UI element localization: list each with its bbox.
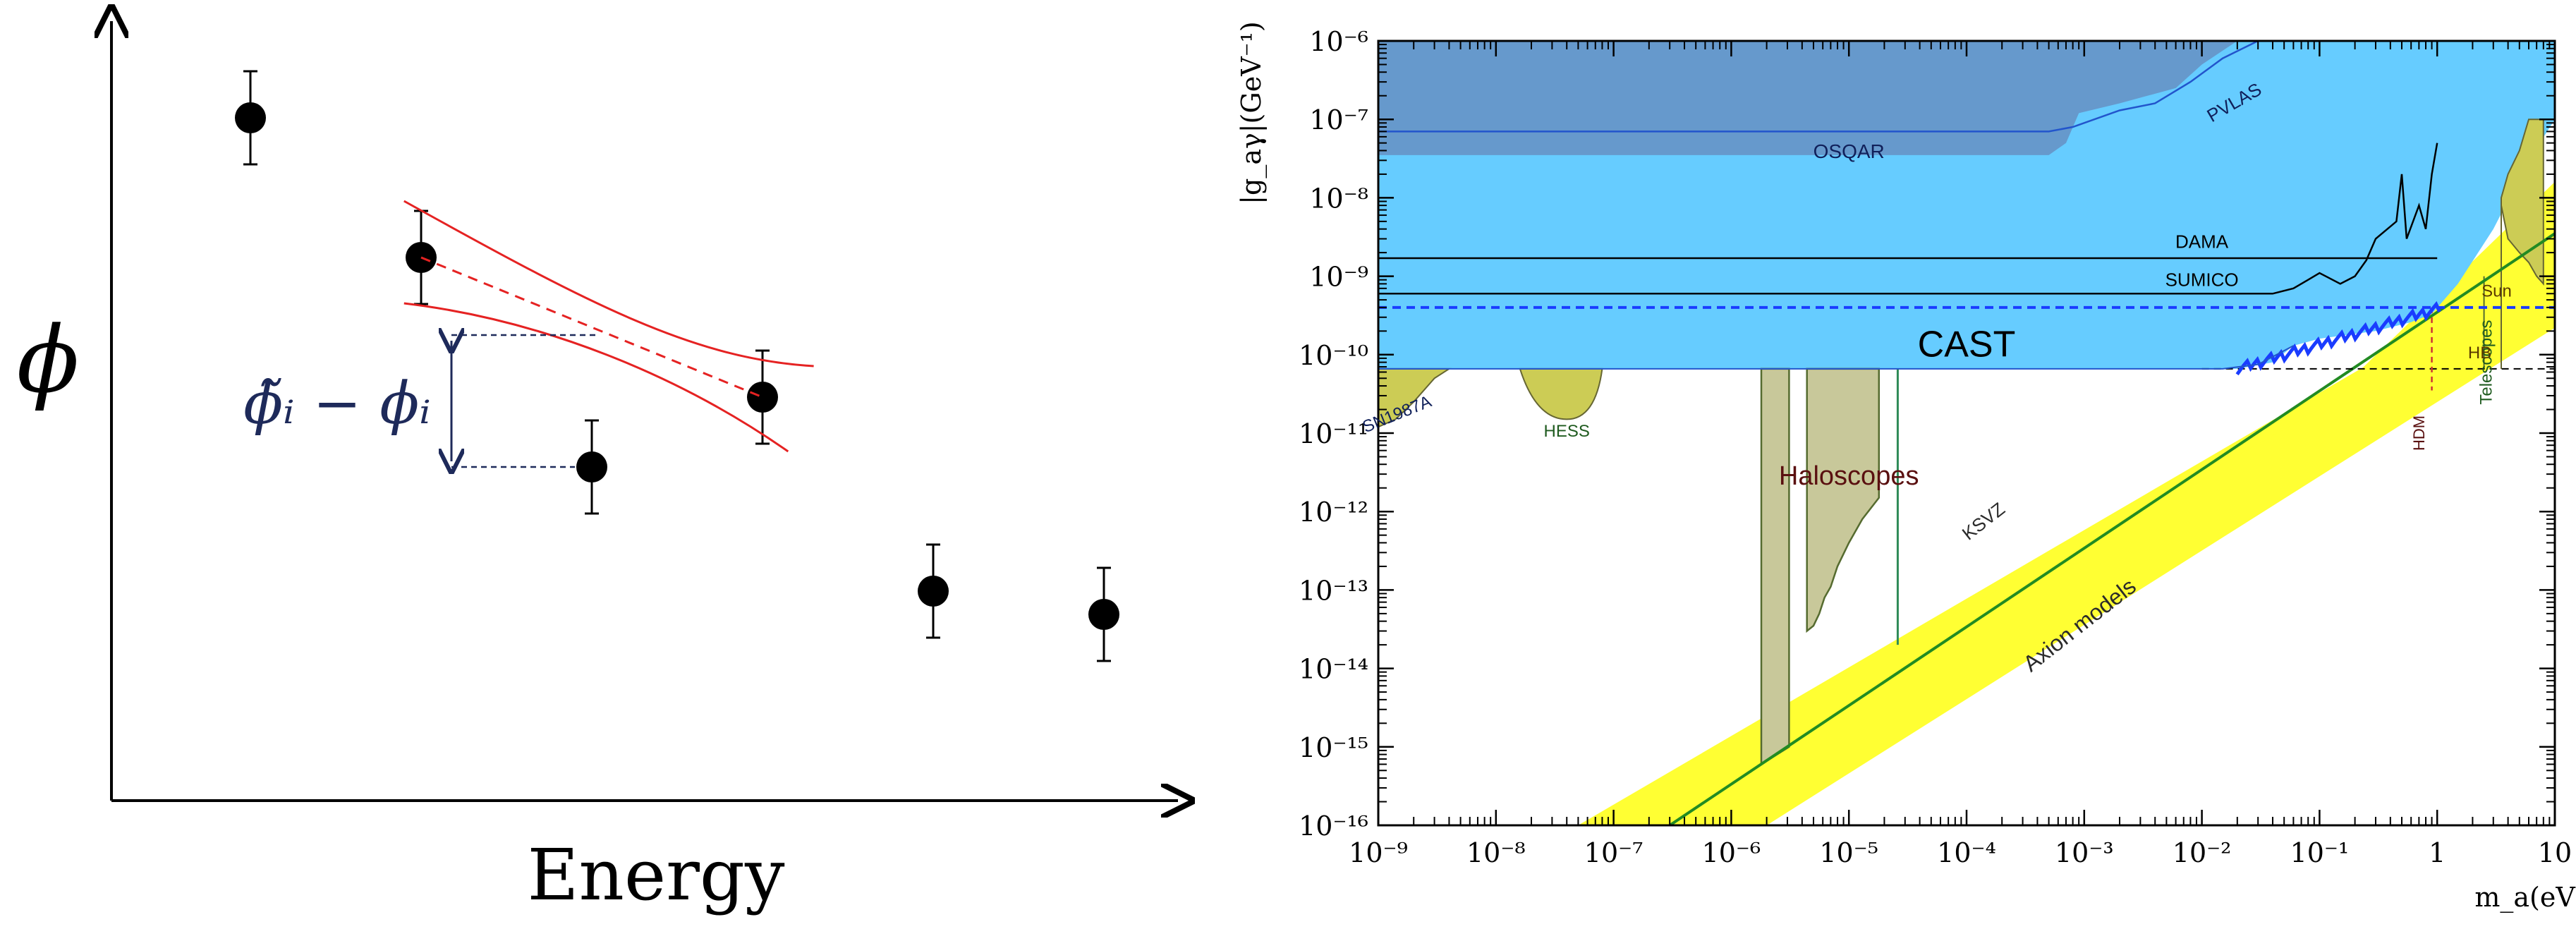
haloscope-region [1806,368,1881,633]
telescopes-region [2501,119,2544,369]
cast-edge [1378,345,2294,370]
region-label: SUMICO [2165,269,2239,290]
region-label: KSVZ [1958,498,2009,545]
x-tick-label: 10⁻³ [2055,837,2114,868]
data-point [235,102,266,133]
pvlas-line [1378,41,2259,133]
data-point [747,382,778,413]
y-tick-label: 10⁻¹⁴ [1299,654,1368,685]
residual-annotation: ϕ̃ᵢ − ϕᵢ [243,370,431,437]
fit-band-upper [403,200,814,368]
y-tick-label: 10⁻⁸ [1309,183,1368,214]
x-tick-label: 10⁻² [2173,837,2232,868]
region-label: CAST [1918,324,2016,365]
data-point [1088,599,1119,630]
y-tick-label: 10⁻¹⁵ [1299,732,1368,763]
x-axis-label: Energy [528,834,785,916]
x-tick-label: 10⁻⁶ [1702,837,1761,868]
x-axis-label: m_a(eV) [2474,882,2576,913]
right-chart-svg: 10⁻⁹ 10⁻⁸ 10⁻⁷ 10⁻⁶ 10⁻⁵ 10⁻⁴ 10⁻³ 10⁻² 10⁻¹ 1 10 1… [1236,21,2576,913]
x-tick-label: 10⁻⁷ [1584,837,1644,868]
left-chart-svg: ϕ Energy ϕ̃ᵢ − ϕᵢ [17,0,1210,916]
y-tick-label: 10⁻⁹ [1309,262,1368,293]
y-tick-label: 10⁻¹² [1299,497,1368,528]
data-point [576,451,607,482]
osqar-region [1378,41,2237,155]
fit-line [420,256,763,399]
y-tick-label: 10⁻¹⁶ [1299,810,1368,842]
right-chart: 10⁻⁹ 10⁻⁸ 10⁻⁷ 10⁻⁶ 10⁻⁵ 10⁻⁴ 10⁻³ 10⁻² 10⁻¹ 1 10 1… [1210,0,2576,926]
region-label: Telescopes [2477,320,2496,405]
ksvz-line [1669,232,2555,825]
x-tick-label: 10⁻⁴ [1937,837,1996,868]
y-tick-label: 10⁻¹⁰ [1299,340,1368,371]
fit-band-lower [403,302,789,453]
y-tick-label: 10⁻¹¹ [1299,418,1368,449]
left-chart: ϕ Energy ϕ̃ᵢ − ϕᵢ [0,0,1210,926]
hess-region [1519,368,1603,420]
region-label: HDM [2410,415,2428,451]
y-tick-label: 10⁻⁷ [1309,104,1368,135]
x-tick-label: 10 [2538,837,2572,868]
cast-curve [2235,300,2441,376]
region-label: HB [2468,344,2491,363]
x-tick-label: 10⁻⁸ [1466,837,1526,868]
y-tick-label: 10⁻⁶ [1309,26,1368,57]
x-tick-label: 1 [2429,837,2446,868]
region-label: OSQAR [1813,140,1885,162]
sumico-line [1378,142,2438,295]
x-tick-label: 10⁻⁵ [1819,837,1878,868]
region-label: DAMA [2175,231,2229,252]
haloscope-region [1760,368,1790,766]
sn1987a-region [1378,368,1452,428]
region-label: Haloscopes [1779,461,1919,491]
x-tick-label: 10⁻⁹ [1349,837,1408,868]
region-label: HESS [1544,422,1590,441]
data-point [918,576,949,607]
x-tick-label: 10⁻¹ [2290,837,2350,868]
region-label: Sun [2481,281,2512,300]
y-axis-label: |g_aγ|(GeV⁻¹) [1236,21,1268,205]
y-axis-label: ϕ [17,306,80,413]
axion-band [1552,262,2555,825]
y-tick-label: 10⁻¹³ [1299,575,1368,606]
